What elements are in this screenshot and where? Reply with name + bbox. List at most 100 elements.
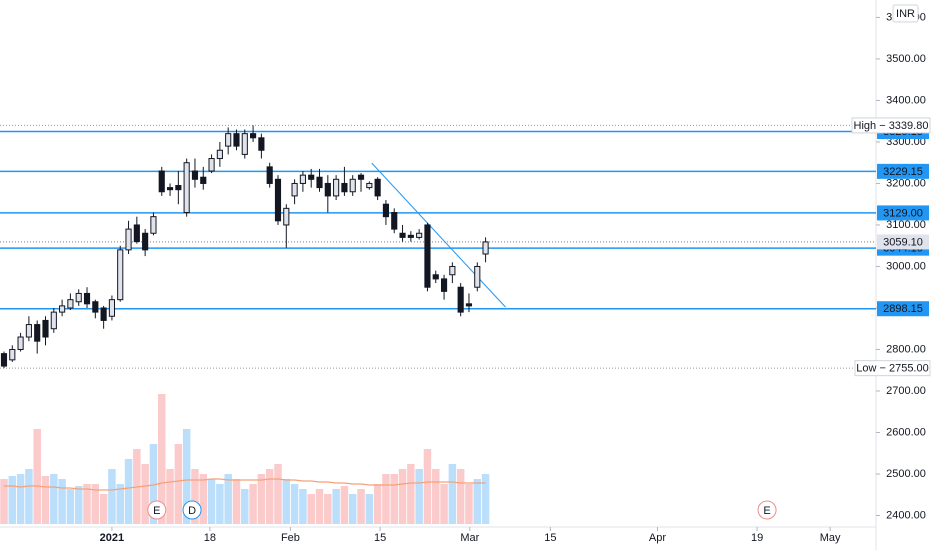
volume-bar xyxy=(66,489,75,524)
candle-body xyxy=(9,348,16,361)
candle-body xyxy=(125,228,132,251)
level-label: 3229.15 xyxy=(883,166,923,178)
candle-body xyxy=(183,162,190,214)
candle-body xyxy=(59,305,66,313)
candle-body xyxy=(366,182,373,189)
candle-body xyxy=(357,174,365,180)
candle-body xyxy=(424,224,431,288)
volume-bar xyxy=(390,474,398,524)
candle-body xyxy=(166,187,174,191)
x-tick-label: 18 xyxy=(204,532,216,544)
volume-bar xyxy=(232,479,241,524)
x-tick-label: 15 xyxy=(374,532,386,544)
trendline xyxy=(371,162,506,308)
volume-bar xyxy=(398,469,407,524)
volume-bar xyxy=(440,484,448,524)
volume-bar xyxy=(315,489,324,524)
x-tick-label: 19 xyxy=(751,532,763,544)
volume-bar xyxy=(373,484,382,524)
volume-bar xyxy=(274,464,282,524)
volume-bar xyxy=(166,469,174,524)
volume-bar xyxy=(124,459,133,524)
event-badge xyxy=(182,500,202,520)
volume-bar xyxy=(8,476,17,524)
event-label: D xyxy=(188,505,196,517)
last-label: 3059.10 xyxy=(883,236,923,248)
x-tick-label: May xyxy=(820,532,841,544)
volume-bar xyxy=(348,494,357,524)
candle-body xyxy=(17,336,24,350)
volume-bar xyxy=(465,484,473,524)
volume-bar xyxy=(257,474,266,524)
volume-bar xyxy=(290,484,299,524)
volume-bar xyxy=(324,494,332,524)
candle-body xyxy=(399,232,406,238)
x-tick-label: 15 xyxy=(544,532,556,544)
candle-body xyxy=(299,174,306,184)
y-tick-label: 2400.00 xyxy=(886,509,926,521)
y-tick-label: 2500.00 xyxy=(886,468,926,480)
candle-body xyxy=(432,274,439,280)
candle-body xyxy=(191,170,199,180)
volume-bar xyxy=(141,464,149,524)
y-tick-label: 3100.00 xyxy=(886,219,926,231)
volume-bar xyxy=(357,489,365,524)
high_mark-box xyxy=(851,117,931,134)
candle-body xyxy=(42,319,49,338)
candle-body xyxy=(50,311,57,330)
candle-body xyxy=(0,353,8,367)
candle-body xyxy=(175,185,182,191)
candle-body xyxy=(341,182,348,193)
x-tick-label: Apr xyxy=(649,532,666,544)
low_mark-box xyxy=(854,360,931,377)
volume-bar xyxy=(33,429,41,524)
candle-body xyxy=(250,133,257,139)
candle-body xyxy=(25,324,32,338)
candle-body xyxy=(291,182,298,197)
volume-bar xyxy=(332,489,340,524)
y-tick-label: 3400.00 xyxy=(886,94,926,106)
candle-body xyxy=(382,203,390,218)
event-badge xyxy=(147,500,167,520)
volume-bar xyxy=(432,469,440,524)
volume-bar xyxy=(481,474,490,524)
volume-bar xyxy=(16,474,25,524)
volume-bar xyxy=(58,479,66,524)
level-label-box xyxy=(877,205,929,221)
candle-body xyxy=(233,133,240,147)
volume-bar xyxy=(182,429,191,524)
y-tick-label: 3000.00 xyxy=(886,260,926,272)
last-box xyxy=(877,234,929,250)
volume-bar xyxy=(224,474,232,524)
candle-body xyxy=(333,178,340,197)
volume-bar xyxy=(191,469,199,524)
candle-body xyxy=(34,324,41,342)
event-label: E xyxy=(763,505,770,517)
volume-ma xyxy=(3,478,486,491)
candle-body xyxy=(457,286,464,313)
candle-body xyxy=(225,133,232,147)
volume-bar xyxy=(423,449,432,524)
volume-bar xyxy=(382,474,390,524)
volume-bar xyxy=(216,484,224,524)
x-tick-label: Feb xyxy=(281,532,300,544)
candle-body xyxy=(67,299,74,309)
candle-body xyxy=(133,224,140,243)
candle-body xyxy=(158,170,165,193)
volume-bar xyxy=(299,489,307,524)
event-badge xyxy=(757,500,777,520)
candle-body xyxy=(258,137,265,151)
volume-bar xyxy=(158,394,166,524)
volume-bar xyxy=(41,476,50,524)
volume-bar xyxy=(249,484,257,524)
candle-body xyxy=(440,278,448,292)
y-tick-label: 2600.00 xyxy=(886,426,926,438)
volume-bar xyxy=(91,484,100,524)
volume-bar xyxy=(448,464,457,524)
candle-body xyxy=(324,182,331,197)
y-tick-label: 2800.00 xyxy=(886,343,926,355)
level-label-box xyxy=(877,163,929,179)
volume-bar xyxy=(307,494,315,524)
volume-bar xyxy=(265,469,274,524)
